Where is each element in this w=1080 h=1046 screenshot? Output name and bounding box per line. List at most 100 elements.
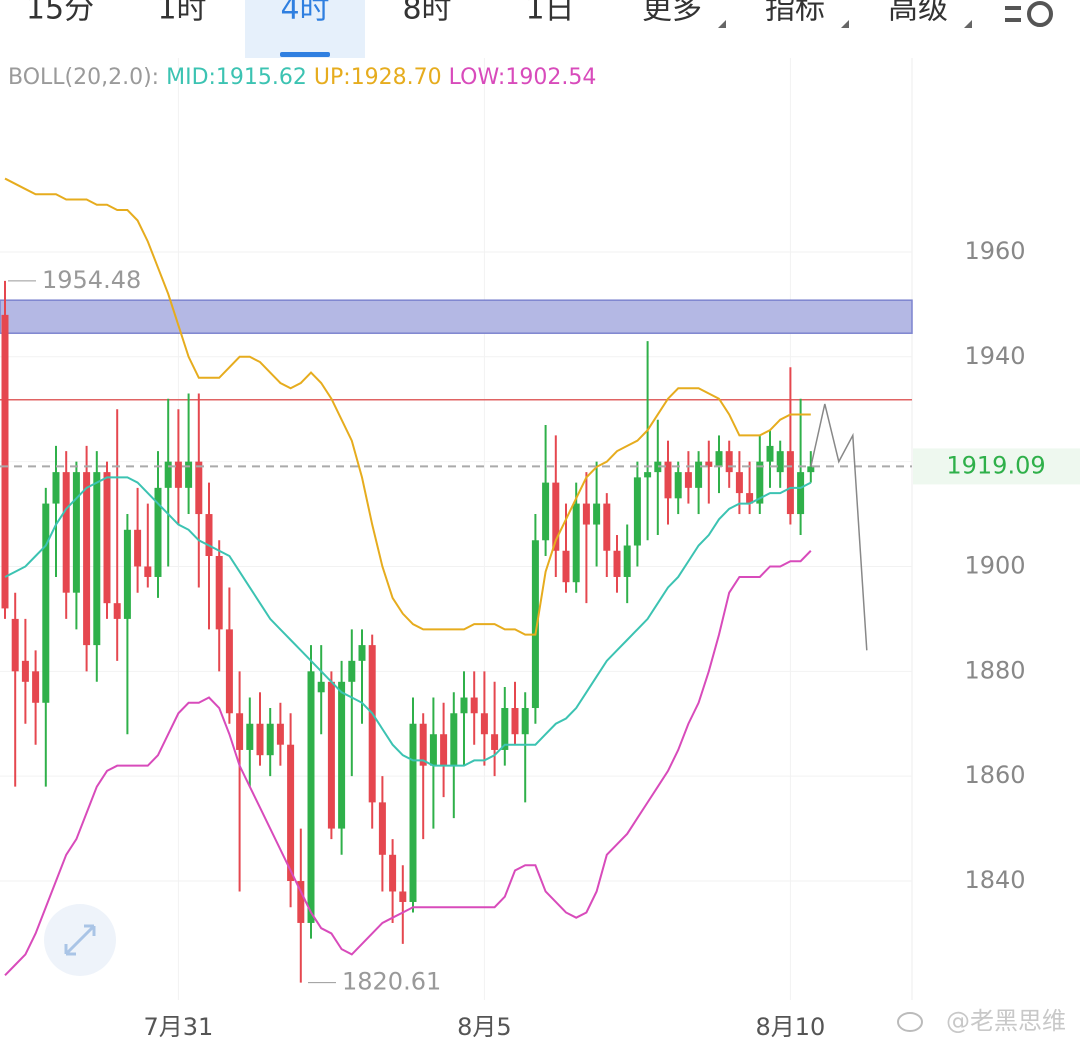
candle-body: [103, 472, 111, 604]
icons: [44, 1, 1053, 1032]
candle-body: [480, 713, 488, 735]
y-tick-label: 1840: [964, 866, 1025, 894]
candle-body: [123, 529, 131, 619]
candle-body: [684, 472, 692, 488]
boll-line: [4, 550, 812, 977]
candle-body: [695, 461, 703, 488]
candle-body: [470, 697, 478, 714]
tab[interactable]: 1日: [525, 0, 574, 27]
x-tick-label: 8月10: [755, 1013, 825, 1041]
candle-body: [562, 550, 570, 583]
candle-body: [21, 660, 29, 682]
candle-body: [572, 503, 580, 583]
candle-body: [644, 472, 652, 478]
candle-body: [797, 472, 805, 515]
candle-body: [297, 881, 305, 923]
candle-body: [185, 461, 193, 488]
boll-line: [4, 476, 812, 767]
candle-body: [338, 681, 346, 829]
candle-body: [83, 472, 91, 646]
candle-body: [786, 451, 794, 515]
candle-body: [521, 708, 529, 735]
candle-body: [419, 723, 427, 766]
indicator-value: UP:1928.70: [314, 65, 442, 90]
candle-body: [460, 697, 468, 714]
candle-body: [613, 550, 621, 577]
zone: [0, 299, 913, 334]
menu-caret: [841, 20, 849, 28]
candle-body: [807, 466, 815, 473]
candle-body: [593, 503, 601, 525]
forecast-line: [810, 403, 868, 651]
candle-body: [633, 477, 641, 546]
candle-body: [266, 723, 274, 756]
candle-body: [52, 472, 60, 504]
settings-icon[interactable]: [1005, 1, 1053, 27]
tab[interactable]: 8时: [402, 0, 451, 27]
candle-body: [256, 723, 264, 756]
icon-bar: [1005, 18, 1021, 22]
annotation: 1820.61: [342, 968, 441, 996]
menu-caret: [964, 20, 972, 28]
candle-body: [276, 723, 284, 745]
candle-body: [72, 472, 80, 593]
tab[interactable]: 15分: [26, 0, 94, 27]
y-tick-label: 1960: [964, 237, 1025, 265]
candle-body: [511, 708, 519, 735]
candle-body: [348, 660, 356, 682]
candle-body: [429, 734, 437, 766]
annotation: 1954.48: [42, 266, 141, 294]
candle-body: [358, 645, 366, 661]
active-tab-underline: [280, 52, 330, 57]
candle-body: [236, 713, 244, 750]
tab[interactable]: 高级: [888, 0, 948, 27]
x-tick-label: 7月31: [143, 1013, 213, 1041]
candle-body: [307, 671, 315, 923]
candle-body: [93, 472, 101, 646]
y-tick-label: 1940: [964, 342, 1025, 370]
candle-body: [409, 723, 417, 902]
candle-body: [501, 708, 509, 750]
candle-body: [327, 681, 335, 829]
candle-body: [542, 482, 550, 541]
tab[interactable]: 更多: [642, 0, 702, 27]
indicator-name: BOLL(20,2.0):: [8, 65, 159, 90]
candle-body: [32, 671, 40, 703]
tab[interactable]: 1时: [157, 0, 206, 27]
candle-body: [705, 461, 713, 467]
candle-body: [603, 503, 611, 551]
candle-body: [1, 314, 9, 609]
candle-body: [246, 723, 254, 750]
candle-body: [674, 472, 682, 499]
indicator-value: LOW:1902.54: [449, 65, 597, 90]
boll-line: [4, 177, 811, 636]
indicator-legend: BOLL(20,2.0): MID:1915.62 UP:1928.70 LOW…: [8, 65, 596, 90]
candle-body: [776, 451, 784, 473]
candle-body: [174, 461, 182, 488]
tab[interactable]: 指标: [765, 0, 825, 27]
candle-body: [623, 545, 631, 577]
last-price-bg: [913, 448, 1080, 485]
candle-body: [205, 514, 213, 556]
candle-body: [654, 461, 662, 473]
candle-body: [164, 461, 172, 488]
candle-body: [215, 555, 223, 630]
candle-body: [389, 854, 397, 892]
candle-body: [225, 629, 233, 714]
y-tick-label: 1900: [964, 551, 1025, 579]
icon-bar: [1005, 6, 1021, 10]
candle-body: [766, 445, 774, 462]
candle-body: [746, 493, 754, 504]
candle-body: [378, 802, 386, 855]
menu-caret: [718, 20, 726, 28]
tab[interactable]: 4时: [280, 0, 329, 27]
indicator-value: MID:1915.62: [166, 65, 307, 90]
candle-body: [144, 566, 152, 577]
candle-body: [552, 482, 560, 551]
candle-body: [62, 472, 70, 593]
last-price-label: 1919.09: [946, 451, 1045, 479]
candle-body: [134, 529, 142, 567]
candle-body: [491, 734, 499, 750]
candle-body: [715, 451, 723, 467]
